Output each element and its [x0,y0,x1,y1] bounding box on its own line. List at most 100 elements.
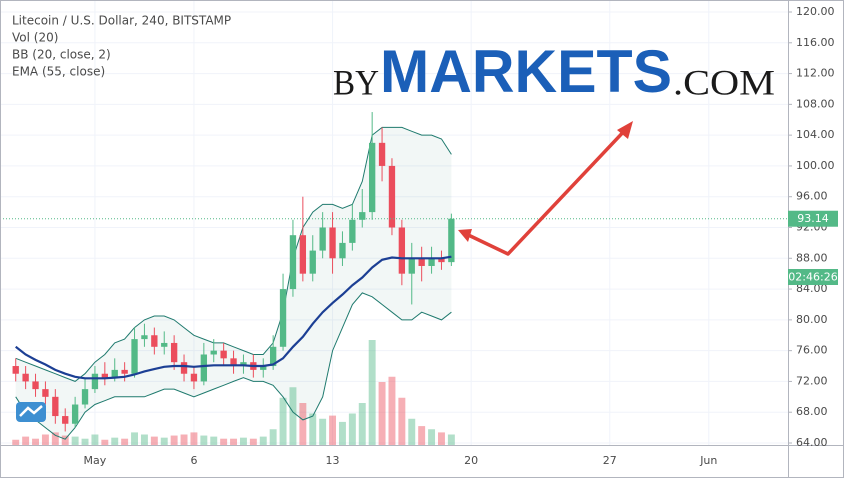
brand-icon-line [19,405,43,417]
candle-body [32,381,39,390]
logo-markets: MARKETS [380,38,672,105]
volume-bar [249,438,257,445]
x-tick-label: Jun [699,454,717,467]
candle-body [408,258,415,274]
arrow-line [461,125,630,256]
volume-bar [32,438,39,445]
volume-bar [131,432,138,445]
volume-bar [368,340,376,445]
brand-icon [16,402,46,422]
volume-bar [22,436,30,445]
volume-bar [269,429,277,445]
candle-body [170,342,178,363]
volume-bar [41,434,49,445]
y-axis-area [788,0,844,478]
volume-bar [279,397,287,445]
header-title: Litecoin / U.S. Dollar, 240, BITSTAMP [12,14,231,28]
candle-body [398,227,406,274]
volume-bar [121,438,129,445]
candle-body [368,142,376,213]
candle-body [91,373,99,390]
candle-body [71,404,79,424]
ema-line [15,255,452,380]
axes: 64.0068.0072.0076.0080.0084.0088.0092.00… [84,5,838,467]
candle-body [359,212,366,220]
candle-body [220,350,227,359]
candle-body [289,235,297,290]
candle-body [151,335,158,347]
candle-body [240,362,247,367]
y-tick-label: 104.00 [796,128,835,141]
x-tick-label: 6 [190,454,197,467]
volume-bar [140,434,148,445]
volume-bar [428,429,436,445]
volume-bar [230,438,238,445]
volume-bar [259,436,267,445]
volume-bar [398,397,406,445]
x-tick-label: 20 [464,454,478,467]
y-tick-label: 68.00 [796,405,828,418]
volume-bar [61,435,69,445]
candle-body [180,362,188,374]
volume-bar [309,413,317,445]
candle-body [448,218,455,263]
candle-body [428,258,435,266]
header-indicator: BB (20, close, 2) [12,48,111,62]
volume-bar [12,439,20,445]
candle-body [299,235,307,274]
y-tick-label: 100.00 [796,159,835,172]
volume-bar [408,418,416,445]
volume-bar [81,438,89,445]
volume-bar [329,415,337,445]
volume-bar [170,435,178,445]
candle-body [339,242,346,259]
candle-body [269,346,277,367]
header-indicator: EMA (55, close) [12,65,105,79]
candle-body [161,342,168,347]
volume-bar [358,403,366,445]
volume-bar [190,432,198,445]
volume-bar [438,432,445,445]
candle-body [131,339,138,374]
candle-body [378,142,386,166]
bb-line [15,292,452,440]
x-axis-area [0,445,844,478]
y-tick-label: 116.00 [796,36,835,49]
candle-body [22,373,29,382]
y-tick-label: 88.00 [796,251,828,264]
volume-bar [299,403,307,445]
marks [0,112,788,445]
volume-bar [101,439,109,445]
y-tick-label: 108.00 [796,97,835,110]
volume-bar [289,387,297,445]
volume-bar [210,436,218,445]
volume-bar [239,437,247,445]
candle-body [230,358,237,367]
volume-bar [150,436,158,445]
candle-body [52,396,59,417]
y-tick-label: 64.00 [796,436,828,449]
volume-bar [200,435,208,445]
x-tick-label: 27 [603,454,617,467]
countdown-box [788,269,838,285]
volume-bar [160,437,168,445]
candle-body [42,389,49,397]
candle-body [319,227,326,251]
candle-body [388,165,396,228]
volume-bar [91,434,99,445]
y-tick-label: 76.00 [796,344,828,357]
header-indicator: Vol (20) [12,31,58,45]
volume-bar [388,376,396,445]
candle-body [190,373,198,382]
candle-body [329,227,336,259]
last-price-box [788,210,838,227]
candle-body [349,219,356,243]
volume-bar [180,434,188,445]
y-tick-label: 96.00 [796,190,828,203]
logo-by: BY [333,62,379,102]
volume-bar [111,437,119,445]
candle-body [62,416,69,424]
volume-bar [338,421,346,445]
last-price-label: 93.14 [797,212,829,225]
annotation-arrow [458,121,633,256]
